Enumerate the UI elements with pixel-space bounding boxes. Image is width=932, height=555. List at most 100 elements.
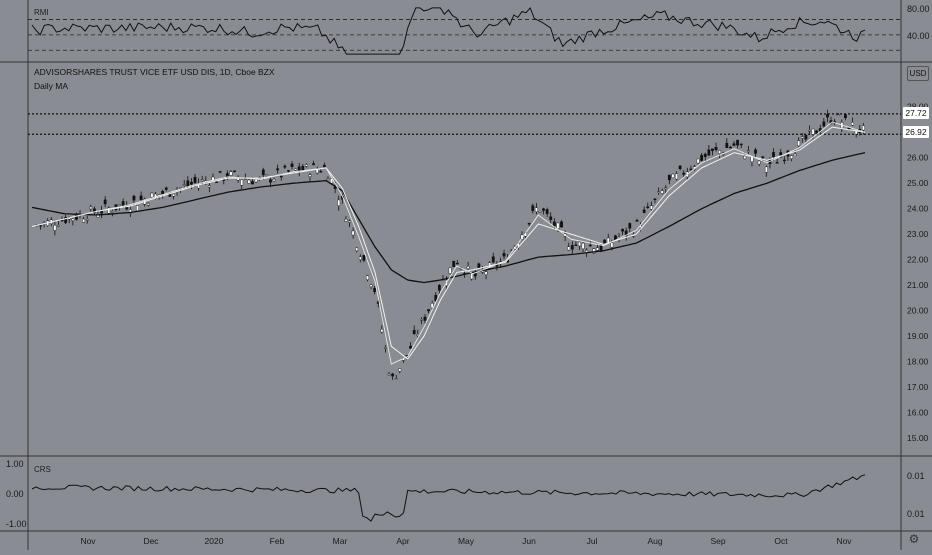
candle-body (118, 204, 121, 207)
gear-icon[interactable]: ⚙ (908, 532, 920, 546)
candle-body (624, 230, 628, 236)
candle-body (822, 121, 826, 127)
candle-body (800, 136, 804, 139)
candle-body (725, 142, 729, 148)
candle-body (667, 174, 671, 181)
candle-body (64, 217, 68, 224)
candle-body (215, 181, 218, 183)
candle-body (103, 199, 107, 205)
candle-body (53, 225, 57, 231)
candle-body (520, 234, 524, 240)
candle-body (416, 334, 420, 336)
candle-body (254, 179, 258, 183)
candle-body (164, 187, 168, 190)
candle-body (57, 224, 60, 227)
candle-body (743, 155, 747, 160)
candle-body (772, 152, 775, 158)
y-tick-label: 19.00 (907, 331, 929, 341)
ma-fast-line (31, 126, 866, 360)
candle-body (139, 195, 143, 200)
candle-body (477, 263, 481, 269)
x-tick-label: Jul (587, 536, 598, 546)
candle-body (570, 245, 574, 250)
candle-body (826, 114, 829, 118)
candle-body (182, 184, 186, 186)
candle-body (290, 163, 294, 167)
ma-slow-line (31, 151, 866, 284)
candle-body (430, 303, 434, 309)
candle-body (836, 114, 840, 116)
candle-body (678, 165, 682, 169)
x-tick-label: Nov (836, 536, 852, 546)
currency-button[interactable]: USD (907, 66, 929, 81)
x-tick-label: Sep (710, 536, 725, 546)
candle-body (470, 273, 474, 280)
candle-body (707, 149, 711, 156)
ma-mid-line (31, 121, 866, 365)
candle-body (200, 179, 204, 182)
candle-body (305, 164, 308, 167)
candle-body (427, 309, 430, 312)
candle-body (121, 201, 125, 206)
candle-body (251, 181, 254, 185)
candle-body (847, 127, 851, 130)
price-tag-lower: 26.92 (903, 126, 929, 138)
candle-body (218, 171, 222, 173)
candle-body (373, 287, 377, 292)
candle-body (233, 170, 236, 172)
candle-body (642, 209, 646, 213)
candle-body (337, 199, 341, 206)
candle-body (207, 185, 211, 188)
candle-body (172, 193, 175, 197)
candle-body (384, 347, 387, 349)
candle-body (186, 180, 190, 187)
candle-body (146, 203, 150, 206)
candle-body (330, 178, 333, 184)
candle-body (287, 170, 290, 172)
candle-body (491, 256, 495, 263)
candle-body (649, 205, 653, 210)
candle-body (542, 208, 545, 211)
candle-body (527, 222, 531, 225)
candle-body (696, 158, 700, 164)
candle-body (387, 373, 391, 376)
candle-body (736, 139, 740, 146)
candle-body (782, 159, 786, 162)
candle-body (132, 195, 136, 201)
crs-right-tick-a: 0.01 (907, 471, 925, 481)
candle-body (452, 260, 456, 268)
candle-body (39, 224, 42, 227)
candle-body (211, 176, 215, 182)
candle-body (739, 143, 743, 146)
candle-body (351, 230, 355, 236)
candle-body (419, 319, 423, 321)
candle-body (107, 207, 111, 214)
candle-body (128, 209, 132, 214)
candle-body (592, 248, 596, 254)
candle-body (150, 192, 154, 198)
candle-body (714, 147, 718, 151)
candle-body (283, 165, 287, 168)
candle-body (560, 221, 563, 228)
candle-body (811, 128, 815, 135)
x-tick-label: 2020 (205, 536, 224, 546)
y-tick-label: 21.00 (907, 280, 929, 290)
x-tick-label: Oct (774, 536, 788, 546)
candle-body (610, 242, 614, 248)
candle-body (308, 174, 312, 177)
candle-body (82, 218, 86, 223)
candle-body (664, 187, 668, 189)
candle-body (657, 191, 660, 193)
x-tick-label: Nov (80, 536, 96, 546)
candle-body (193, 176, 197, 183)
candle-body (646, 206, 650, 208)
candle-body (448, 267, 452, 274)
candle-body (240, 179, 244, 186)
candle-body (276, 168, 280, 171)
candle-body (466, 266, 470, 269)
candle-body (391, 373, 395, 377)
candle-body (92, 208, 96, 213)
candle-body (89, 206, 93, 210)
